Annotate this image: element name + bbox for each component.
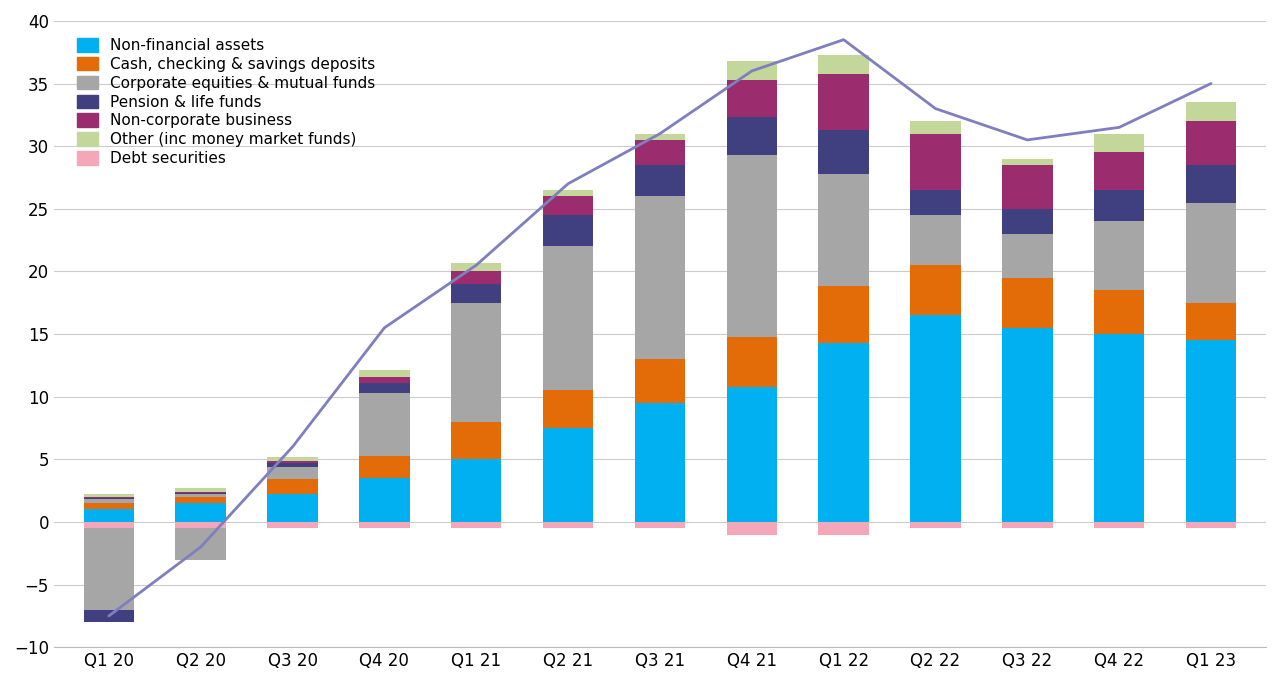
Bar	[83, 498, 134, 499]
Bar	[818, 287, 869, 343]
Bar	[175, 493, 227, 495]
Bar	[1185, 202, 1236, 303]
Bar	[1094, 290, 1144, 334]
Bar	[1185, 121, 1236, 165]
Bar	[910, 190, 961, 215]
Bar	[451, 263, 502, 272]
Bar	[1094, 222, 1144, 290]
Bar	[360, 478, 410, 522]
Bar	[543, 428, 594, 522]
Bar	[727, 80, 777, 118]
Bar	[451, 303, 502, 422]
Bar	[268, 522, 317, 528]
Bar	[543, 190, 594, 196]
Bar	[451, 522, 502, 528]
Bar	[451, 422, 502, 460]
Legend: Non-financial assets, Cash, checking & savings deposits, Corporate equities & mu: Non-financial assets, Cash, checking & s…	[73, 35, 379, 170]
Bar	[360, 456, 410, 478]
Bar	[910, 265, 961, 315]
Bar	[1185, 341, 1236, 522]
Bar	[910, 215, 961, 265]
Bar	[543, 391, 594, 428]
Bar	[175, 488, 227, 492]
Bar	[1094, 133, 1144, 153]
Bar	[818, 174, 869, 287]
Bar	[910, 133, 961, 190]
Bar	[1002, 159, 1052, 165]
Bar	[360, 522, 410, 528]
Bar	[1002, 328, 1052, 522]
Bar	[268, 460, 317, 463]
Bar	[268, 463, 317, 467]
Bar	[360, 383, 410, 393]
Bar	[83, 528, 134, 609]
Bar	[818, 130, 869, 174]
Bar	[727, 337, 777, 386]
Bar	[1002, 278, 1052, 328]
Bar	[268, 467, 317, 479]
Bar	[635, 133, 685, 140]
Bar	[1094, 190, 1144, 222]
Bar	[727, 522, 777, 534]
Bar	[818, 343, 869, 522]
Bar	[543, 196, 594, 215]
Bar	[83, 609, 134, 622]
Bar	[635, 196, 685, 359]
Bar	[1002, 165, 1052, 209]
Bar	[1185, 522, 1236, 528]
Bar	[727, 118, 777, 155]
Bar	[1185, 103, 1236, 121]
Bar	[818, 55, 869, 73]
Bar	[818, 73, 869, 130]
Bar	[1094, 334, 1144, 522]
Bar	[175, 503, 227, 522]
Bar	[175, 492, 227, 493]
Bar	[543, 522, 594, 528]
Bar	[635, 165, 685, 196]
Bar	[727, 386, 777, 522]
Bar	[175, 522, 227, 528]
Bar	[268, 479, 317, 495]
Bar	[818, 522, 869, 534]
Bar	[635, 522, 685, 528]
Bar	[360, 377, 410, 383]
Bar	[1002, 209, 1052, 234]
Bar	[1185, 165, 1236, 202]
Bar	[543, 215, 594, 246]
Bar	[635, 140, 685, 165]
Bar	[83, 499, 134, 503]
Bar	[451, 272, 502, 284]
Bar	[83, 522, 134, 528]
Bar	[83, 497, 134, 498]
Bar	[1185, 303, 1236, 341]
Bar	[360, 371, 410, 377]
Bar	[1094, 522, 1144, 528]
Bar	[1002, 522, 1052, 528]
Bar	[268, 457, 317, 460]
Bar	[727, 155, 777, 337]
Bar	[175, 528, 227, 560]
Bar	[543, 246, 594, 391]
Bar	[360, 393, 410, 456]
Bar	[83, 495, 134, 497]
Bar	[727, 61, 777, 80]
Bar	[175, 497, 227, 503]
Bar	[175, 495, 227, 497]
Bar	[1094, 153, 1144, 190]
Bar	[268, 495, 317, 522]
Bar	[910, 315, 961, 522]
Bar	[635, 359, 685, 403]
Bar	[83, 503, 134, 510]
Bar	[83, 510, 134, 522]
Bar	[1002, 234, 1052, 278]
Bar	[451, 460, 502, 522]
Bar	[635, 403, 685, 522]
Bar	[451, 284, 502, 303]
Bar	[910, 121, 961, 133]
Bar	[910, 522, 961, 528]
